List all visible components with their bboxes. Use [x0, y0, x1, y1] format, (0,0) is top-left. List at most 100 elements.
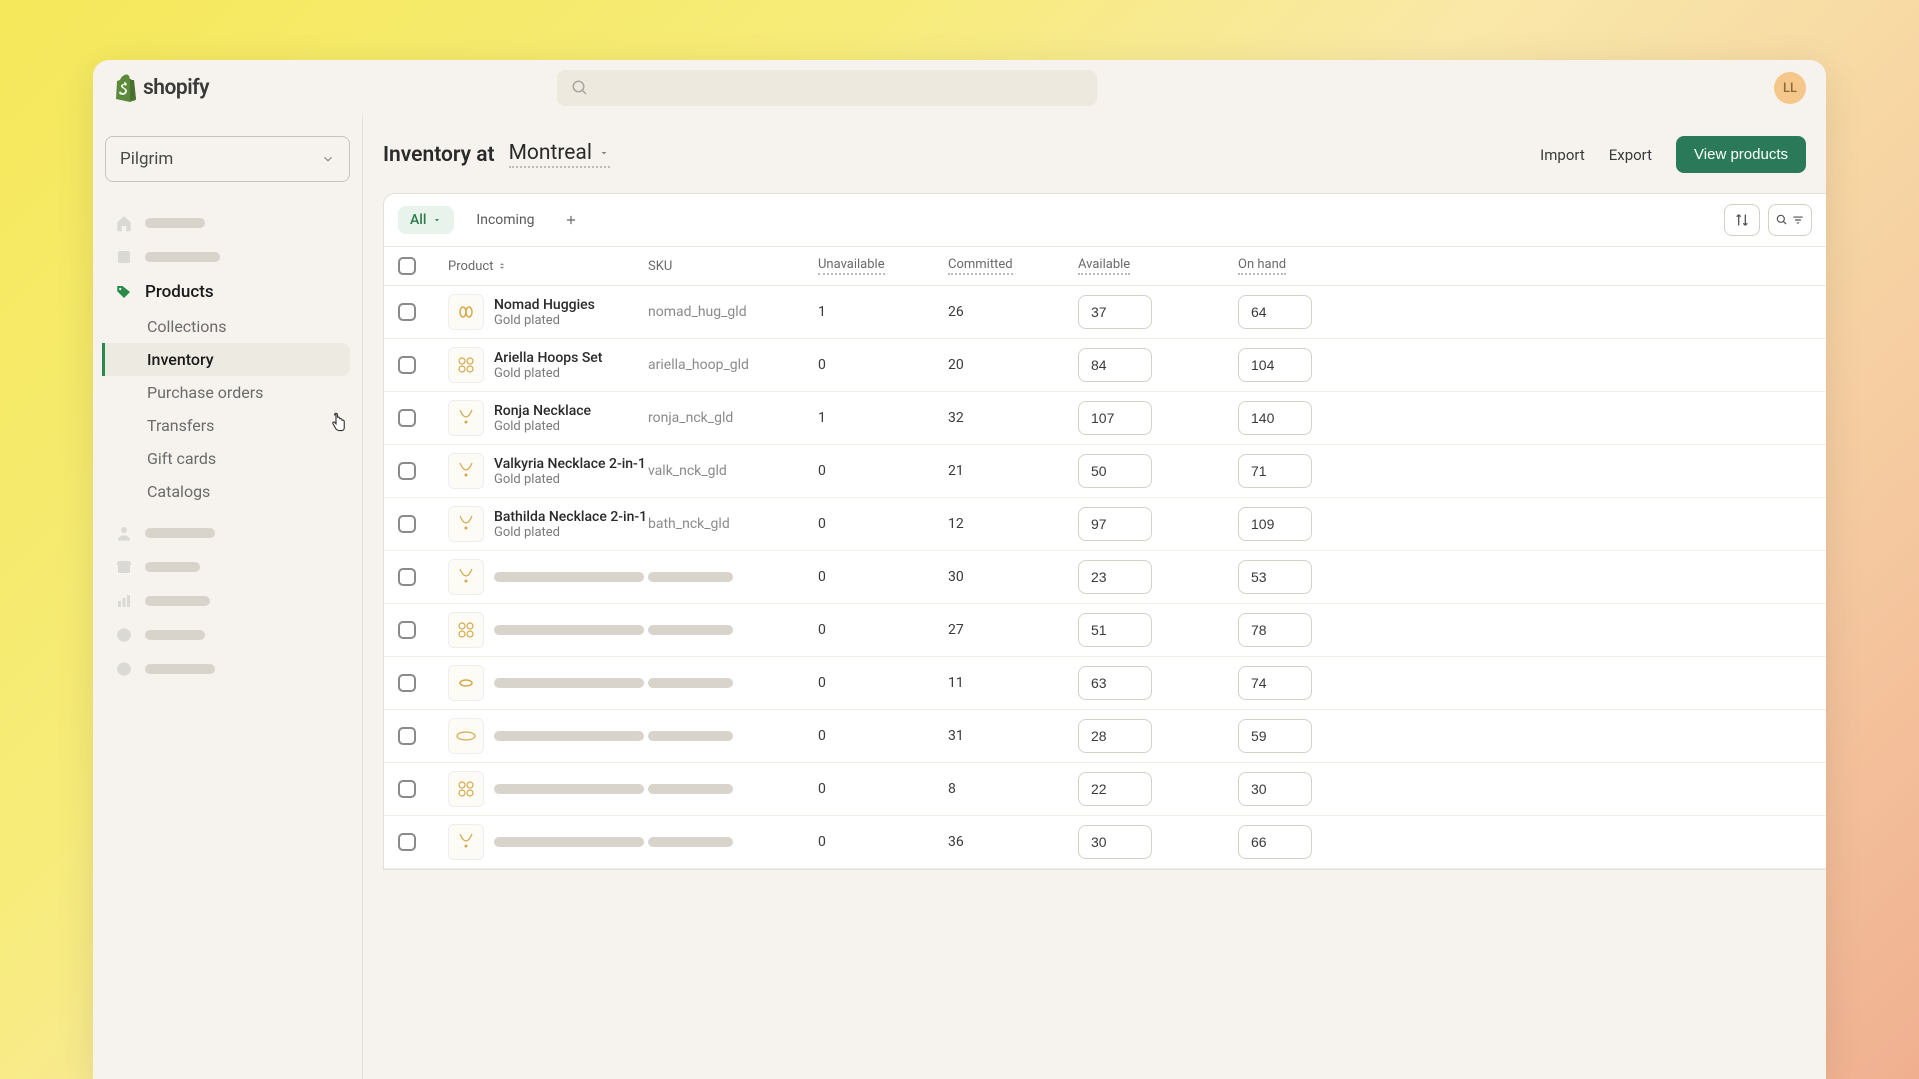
- sidebar-item-placeholder: [105, 584, 350, 618]
- available-input[interactable]: [1078, 560, 1152, 594]
- sidebar-item-placeholder: [105, 550, 350, 584]
- home-icon: [115, 214, 133, 232]
- product-name[interactable]: Ronja Necklace: [494, 403, 591, 419]
- search-icon: [1775, 213, 1789, 227]
- topbar: shopify LL: [93, 60, 1826, 116]
- product-variant: Gold plated: [494, 366, 602, 381]
- unavailable-cell: 0: [818, 357, 948, 373]
- available-input[interactable]: [1078, 295, 1152, 329]
- available-input[interactable]: [1078, 825, 1152, 859]
- column-sku[interactable]: SKU: [648, 259, 818, 274]
- committed-cell: 8: [948, 781, 1078, 797]
- table-row: Ariella Hoops SetGold plated ariella_hoop…: [384, 339, 1826, 392]
- on-hand-input[interactable]: [1238, 454, 1312, 488]
- row-checkbox[interactable]: [398, 780, 416, 798]
- on-hand-input[interactable]: [1238, 401, 1312, 435]
- unavailable-cell: 0: [818, 569, 948, 585]
- row-checkbox[interactable]: [398, 621, 416, 639]
- table-body: Nomad HuggiesGold platednomad_hug_gld126…: [384, 286, 1826, 869]
- product-name[interactable]: Valkyria Necklace 2-in-1: [494, 456, 646, 472]
- on-hand-input[interactable]: [1238, 507, 1312, 541]
- available-input[interactable]: [1078, 348, 1152, 382]
- on-hand-input[interactable]: [1238, 666, 1312, 700]
- sidebar-item-inventory[interactable]: Inventory: [102, 343, 350, 376]
- person-icon: [115, 524, 133, 542]
- available-input[interactable]: [1078, 719, 1152, 753]
- add-tab-button[interactable]: [557, 206, 585, 234]
- product-name[interactable]: Nomad Huggies: [494, 297, 595, 313]
- orders-icon: [115, 248, 133, 266]
- product-name[interactable]: Ariella Hoops Set: [494, 350, 602, 366]
- sku-cell: ariella_hoop_gld: [648, 357, 818, 373]
- sidebar: Pilgrim Products CollectionsInventoryPur…: [93, 116, 363, 1079]
- on-hand-input[interactable]: [1238, 348, 1312, 382]
- on-hand-input[interactable]: [1238, 295, 1312, 329]
- view-products-button[interactable]: View products: [1676, 136, 1806, 173]
- row-checkbox[interactable]: [398, 833, 416, 851]
- on-hand-input[interactable]: [1238, 613, 1312, 647]
- sidebar-item-catalogs[interactable]: Catalogs: [137, 475, 350, 508]
- sidebar-item-collections[interactable]: Collections: [137, 310, 350, 343]
- product-thumbnail: [448, 612, 484, 648]
- available-input[interactable]: [1078, 613, 1152, 647]
- row-checkbox[interactable]: [398, 674, 416, 692]
- column-unavailable[interactable]: Unavailable: [818, 257, 948, 275]
- column-committed[interactable]: Committed: [948, 257, 1078, 275]
- search-input[interactable]: [557, 70, 1097, 106]
- product-thumbnail: [448, 294, 484, 330]
- sidebar-item-products[interactable]: Products: [105, 274, 350, 310]
- on-hand-input[interactable]: [1238, 825, 1312, 859]
- row-checkbox[interactable]: [398, 303, 416, 321]
- available-input[interactable]: [1078, 401, 1152, 435]
- available-input[interactable]: [1078, 666, 1152, 700]
- on-hand-input[interactable]: [1238, 772, 1312, 806]
- store-name: Pilgrim: [120, 149, 173, 169]
- committed-cell: 26: [948, 304, 1078, 320]
- product-variant: Gold plated: [494, 313, 595, 328]
- available-input[interactable]: [1078, 454, 1152, 488]
- row-checkbox[interactable]: [398, 568, 416, 586]
- logo[interactable]: shopify: [113, 74, 209, 102]
- sku-cell: valk_nck_gld: [648, 463, 818, 479]
- store-selector[interactable]: Pilgrim: [105, 136, 350, 182]
- committed-cell: 31: [948, 728, 1078, 744]
- select-all-checkbox[interactable]: [398, 257, 416, 275]
- tab-incoming[interactable]: Incoming: [464, 206, 546, 234]
- product-name[interactable]: Bathilda Necklace 2-in-1: [494, 509, 647, 525]
- committed-cell: 32: [948, 410, 1078, 426]
- app-window: shopify LL Pilgrim Produc: [93, 60, 1826, 1079]
- logo-text: shopify: [143, 76, 209, 100]
- column-product[interactable]: Product: [448, 259, 648, 274]
- page-title: Inventory at: [383, 143, 495, 167]
- column-available[interactable]: Available: [1078, 257, 1238, 275]
- sidebar-item-placeholder: [105, 652, 350, 686]
- row-checkbox[interactable]: [398, 356, 416, 374]
- sidebar-item-gift-cards[interactable]: Gift cards: [137, 442, 350, 475]
- available-input[interactable]: [1078, 507, 1152, 541]
- on-hand-input[interactable]: [1238, 719, 1312, 753]
- table-row: Valkyria Necklace 2-in-1Gold platedvalk_…: [384, 445, 1826, 498]
- sidebar-item-purchase-orders[interactable]: Purchase orders: [137, 376, 350, 409]
- avatar[interactable]: LL: [1774, 72, 1806, 104]
- sidebar-item-transfers[interactable]: Transfers: [137, 409, 350, 442]
- unavailable-cell: 0: [818, 781, 948, 797]
- caret-down-icon: [598, 147, 610, 159]
- import-button[interactable]: Import: [1540, 146, 1585, 164]
- tab-all[interactable]: All: [398, 206, 454, 234]
- row-checkbox[interactable]: [398, 462, 416, 480]
- row-checkbox[interactable]: [398, 515, 416, 533]
- row-checkbox[interactable]: [398, 727, 416, 745]
- row-checkbox[interactable]: [398, 409, 416, 427]
- location-selector[interactable]: Montreal: [509, 141, 610, 168]
- search-filter-button[interactable]: [1768, 204, 1812, 236]
- sort-button[interactable]: [1724, 204, 1760, 236]
- on-hand-input[interactable]: [1238, 560, 1312, 594]
- body: Pilgrim Products CollectionsInventoryPur…: [93, 116, 1826, 1079]
- column-on-hand[interactable]: On hand: [1238, 257, 1398, 275]
- committed-cell: 27: [948, 622, 1078, 638]
- store-icon: [115, 558, 133, 576]
- committed-cell: 11: [948, 675, 1078, 691]
- header-actions: Import Export View products: [1540, 136, 1806, 173]
- available-input[interactable]: [1078, 772, 1152, 806]
- export-button[interactable]: Export: [1609, 146, 1652, 164]
